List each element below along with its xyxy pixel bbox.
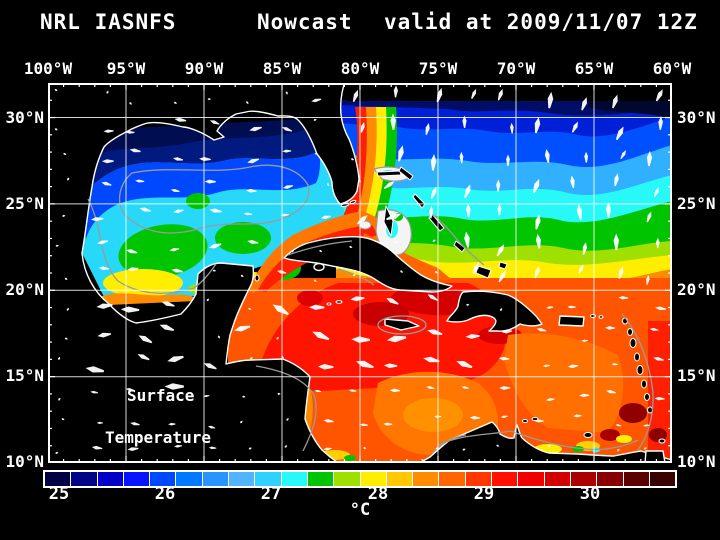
colorbar-cell xyxy=(413,472,439,486)
grid-lines xyxy=(48,83,672,463)
land-lesser-antilles xyxy=(522,314,666,444)
lon-tick-label: 100°W xyxy=(23,59,73,78)
land-puerto-rico xyxy=(558,315,585,327)
lon-tick-label: 70°W xyxy=(496,59,536,78)
lat-tick-label: 20°N xyxy=(677,280,716,299)
colorbar-cell xyxy=(570,472,597,486)
valid-time: valid at 2009/11/07 12Z xyxy=(384,10,698,34)
current-vector-arrows xyxy=(54,85,666,455)
colorbar-cell xyxy=(255,472,281,486)
colorbar-cell xyxy=(45,472,71,486)
lat-tick-label: 25°N xyxy=(5,194,44,213)
colorbar-cell xyxy=(97,472,123,486)
lon-tick-label: 95°W xyxy=(106,59,146,78)
lat-tick-label: 10°N xyxy=(5,452,44,471)
annotation-line1: Surface xyxy=(127,386,194,405)
colorbar-cell xyxy=(334,472,360,486)
colorbar-cell xyxy=(544,472,570,486)
colorbar-cell xyxy=(176,472,202,486)
sst-field-atlantic xyxy=(334,83,672,343)
colorbar-cell xyxy=(123,472,150,486)
colorbar-cell xyxy=(649,472,676,486)
land-cuba xyxy=(283,236,453,293)
land-hispaniola xyxy=(446,290,543,332)
colorbar-tick-label: 29 xyxy=(473,484,495,504)
lat-tick-label: 15°N xyxy=(677,366,716,385)
land-jamaica xyxy=(384,318,420,331)
lon-tick-label: 60°W xyxy=(652,59,692,78)
lon-tick-label: 75°W xyxy=(418,59,458,78)
lat-tick-label: 25°N xyxy=(677,194,716,213)
colorbar-cell xyxy=(307,472,334,486)
lon-tick-label: 85°W xyxy=(262,59,302,78)
colorbar-cell xyxy=(518,472,544,486)
map-canvas: Surface Temperature xyxy=(48,83,672,463)
annotation-line2: Temperature xyxy=(105,428,211,447)
colorbar-cell xyxy=(597,472,623,486)
colorbar-unit: °C xyxy=(349,500,371,520)
colorbar-tick-label: 28 xyxy=(367,484,389,504)
colorbar-tick-label: 30 xyxy=(579,484,601,504)
colorbar-cell xyxy=(281,472,307,486)
annotation: Surface Temperature xyxy=(105,386,211,447)
product-type: Nowcast xyxy=(257,10,353,34)
lon-tick-label: 65°W xyxy=(574,59,614,78)
colorbar-cell xyxy=(229,472,255,486)
colorbar-cell xyxy=(439,472,465,486)
land-trinidad xyxy=(644,450,666,463)
lat-tick-label: 20°N xyxy=(5,280,44,299)
colorbar-cell xyxy=(71,472,97,486)
colorbar xyxy=(43,470,677,488)
colorbar-tick-label: 25 xyxy=(48,484,70,504)
colorbar-cell xyxy=(360,472,386,486)
colorbar-tick-label: 27 xyxy=(260,484,282,504)
colorbar-cell xyxy=(623,472,649,486)
land-isla-juventud xyxy=(313,262,325,272)
colorbar-cell xyxy=(202,472,229,486)
lat-tick-label: 30°N xyxy=(5,108,44,127)
lat-tick-label: 15°N xyxy=(5,366,44,385)
colorbar-cell xyxy=(386,472,413,486)
lat-tick-label: 30°N xyxy=(677,108,716,127)
map-frame xyxy=(48,83,672,463)
no-data-band xyxy=(346,83,672,101)
sst-map: Surface Temperature xyxy=(48,83,672,463)
lat-tick-label: 10°N xyxy=(677,452,716,471)
colorbar-cell xyxy=(465,472,492,486)
lon-tick-label: 80°W xyxy=(340,59,380,78)
colorbar-cell xyxy=(150,472,176,486)
colorbar-cell xyxy=(492,472,518,486)
model-name: NRL IASNFS xyxy=(40,10,177,34)
lon-tick-label: 90°W xyxy=(184,59,224,78)
colorbar-tick-label: 26 xyxy=(154,484,176,504)
